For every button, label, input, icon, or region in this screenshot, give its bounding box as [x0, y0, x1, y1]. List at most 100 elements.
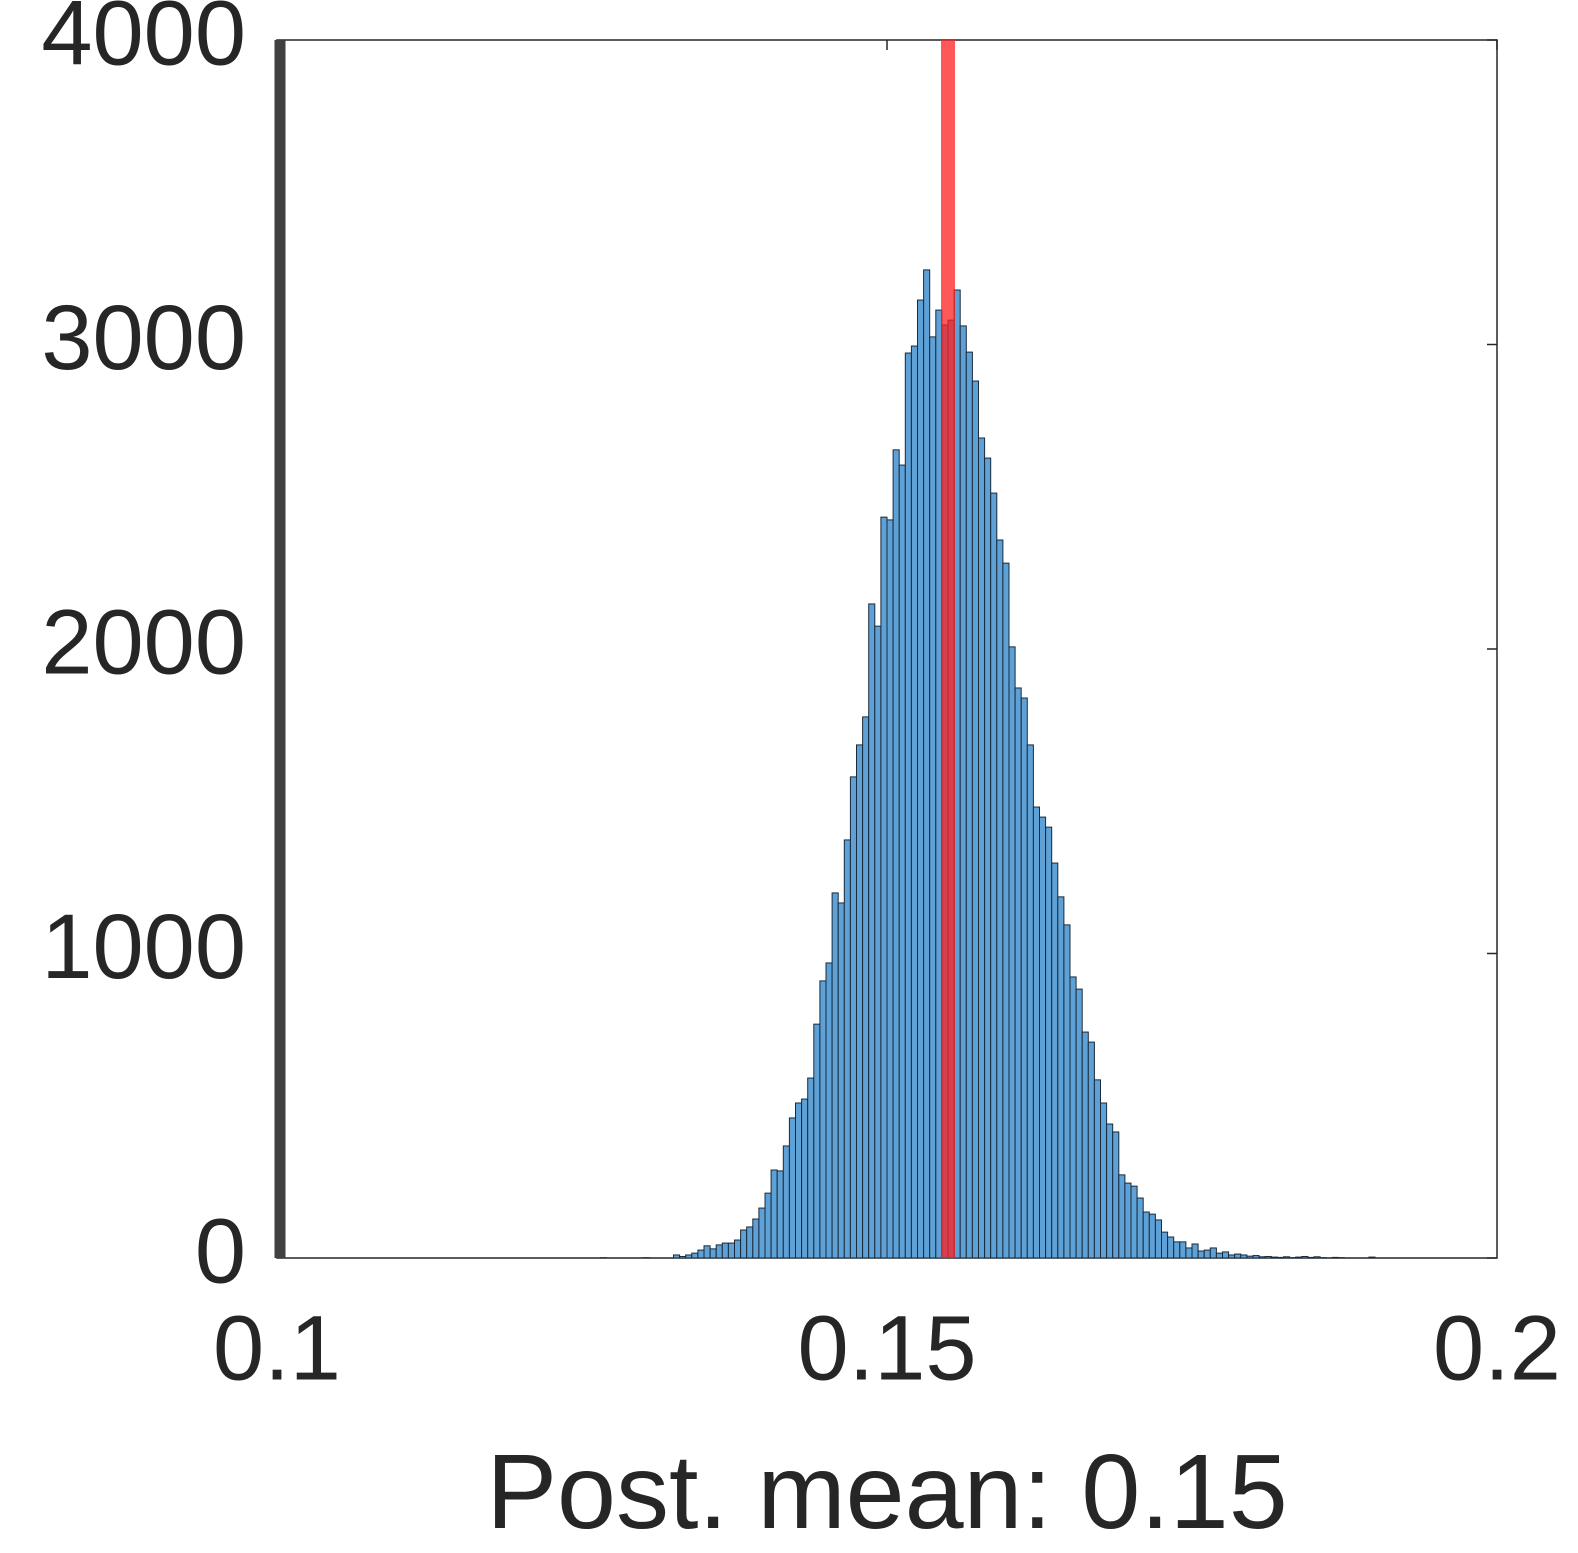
bar: [1081, 1031, 1089, 1259]
bar: [1002, 562, 1010, 1259]
bar: [1295, 1256, 1303, 1259]
bar: [825, 962, 833, 1259]
bar: [776, 1170, 784, 1259]
bar: [856, 744, 864, 1259]
bar: [1258, 1256, 1266, 1259]
bar: [990, 492, 998, 1259]
bar: [831, 892, 839, 1259]
bar: [1100, 1102, 1108, 1259]
bar: [801, 1098, 809, 1259]
bar: [1032, 806, 1041, 1259]
bar: [1167, 1236, 1175, 1259]
bar: [935, 309, 943, 1259]
bar: [923, 269, 931, 1259]
bar: [795, 1102, 803, 1259]
bar: [892, 449, 900, 1259]
bar: [1087, 1041, 1095, 1259]
bar: [1191, 1243, 1199, 1259]
bar: [1222, 1251, 1230, 1259]
bar: [1203, 1249, 1211, 1259]
bar: [904, 352, 912, 1259]
x-axis-label: Post. mean: 0.15: [486, 1433, 1287, 1551]
bar: [886, 519, 894, 1259]
bar: [1014, 687, 1022, 1259]
bar: [1197, 1250, 1205, 1259]
bar: [1301, 1255, 1309, 1259]
y-tick-label: 1000: [41, 896, 246, 998]
bar: [843, 839, 851, 1259]
bar: [1368, 1256, 1376, 1259]
bar: [758, 1207, 766, 1259]
bar: [1142, 1211, 1150, 1259]
bar: [849, 776, 858, 1259]
bar: [740, 1229, 748, 1259]
bar: [691, 1252, 699, 1259]
bar: [1331, 1256, 1339, 1259]
bar: [862, 716, 870, 1259]
bar: [1008, 646, 1016, 1259]
y-tick-label: 0: [195, 1200, 246, 1302]
bar: [752, 1218, 760, 1259]
bar: [917, 299, 925, 1259]
bar: [697, 1249, 705, 1259]
bar: [1051, 862, 1059, 1259]
bar: [1069, 976, 1077, 1259]
bar: [721, 1242, 729, 1259]
bar: [770, 1169, 778, 1259]
bar: [764, 1192, 772, 1259]
bar: [685, 1254, 693, 1259]
bar: [965, 351, 973, 1259]
bar: [1026, 744, 1034, 1259]
bar: [910, 345, 919, 1259]
bar: [746, 1226, 754, 1259]
bar: [1234, 1253, 1242, 1259]
bar: [819, 980, 827, 1259]
bar: [703, 1245, 711, 1259]
axes: 0 1000 2000 3000 4000 0.1 0.15 0.2: [41, 0, 1561, 1399]
bar: [874, 625, 882, 1259]
bar: [1154, 1219, 1163, 1259]
bar: [1093, 1079, 1102, 1259]
bar: [1313, 1256, 1321, 1259]
bar: [734, 1239, 742, 1259]
bar: [971, 380, 980, 1259]
bar: [679, 1255, 687, 1259]
bar: [813, 1023, 821, 1259]
bar: [1161, 1231, 1169, 1259]
x-tick-label: 0.1: [213, 1297, 341, 1399]
bar: [1112, 1131, 1120, 1259]
y-tick-label: 2000: [41, 591, 246, 693]
bar: [1209, 1247, 1217, 1259]
bar: [1240, 1254, 1248, 1259]
bar: [868, 603, 876, 1259]
bar: [959, 325, 967, 1259]
bar: [1276, 1256, 1285, 1259]
bar: [1148, 1213, 1156, 1259]
bar: [1185, 1247, 1193, 1259]
bar: [788, 1117, 797, 1259]
bar: [1228, 1254, 1236, 1259]
bars: [599, 269, 1376, 1259]
bar: [984, 457, 992, 1259]
y-tick-label: 3000: [41, 287, 246, 389]
bar: [1130, 1185, 1138, 1259]
bar: [782, 1145, 790, 1259]
bar: [1118, 1174, 1126, 1259]
bar: [837, 902, 845, 1259]
bar: [1246, 1255, 1254, 1259]
bar: [1136, 1197, 1144, 1259]
bar: [1106, 1123, 1114, 1259]
bar: [978, 437, 986, 1259]
bar: [1179, 1241, 1187, 1259]
bar: [1307, 1256, 1315, 1259]
x-tick-label: 0.15: [797, 1297, 976, 1399]
bar: [898, 464, 906, 1259]
bar: [1124, 1182, 1132, 1259]
bar: [709, 1248, 717, 1259]
x-tick-label: 0.2: [1433, 1297, 1561, 1399]
bar: [1063, 924, 1071, 1259]
bar: [1057, 896, 1065, 1259]
bar: [727, 1242, 736, 1259]
bar: [673, 1254, 681, 1259]
